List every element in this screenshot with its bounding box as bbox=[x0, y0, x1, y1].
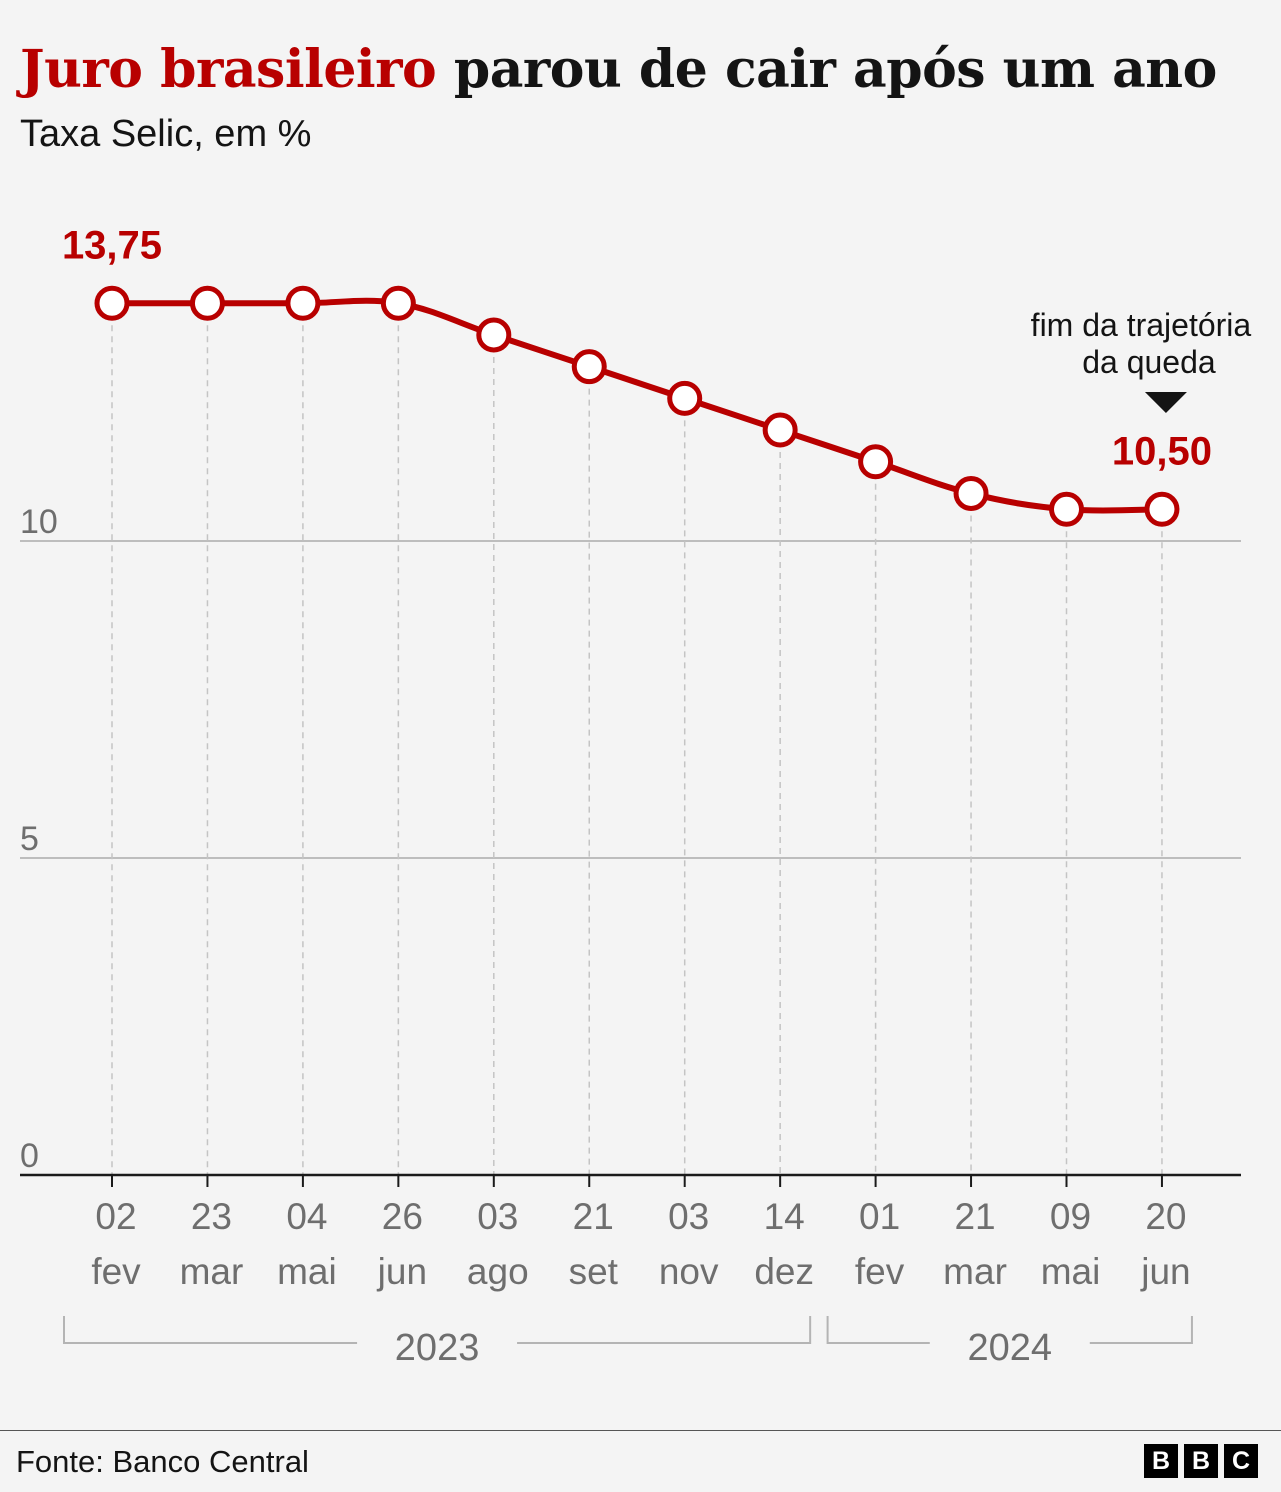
x-tick-label-day: 21 bbox=[573, 1196, 614, 1237]
x-tick-label-month: dez bbox=[754, 1251, 814, 1292]
data-point bbox=[189, 285, 225, 321]
footer-divider bbox=[0, 1430, 1281, 1431]
year-bracket: 2023 bbox=[63, 1316, 812, 1369]
bbc-logo: B B C bbox=[1144, 1444, 1258, 1478]
source-note: Fonte: Banco Central bbox=[16, 1444, 309, 1479]
chart-title-highlight: Juro brasileiro bbox=[20, 39, 437, 100]
x-tick-label-month: mar bbox=[180, 1251, 244, 1292]
series-line bbox=[112, 297, 1162, 514]
annotation-text: fim da trajetória bbox=[1031, 307, 1252, 343]
x-tick-label-day: 20 bbox=[1145, 1196, 1186, 1237]
bbc-logo-letter: B bbox=[1184, 1444, 1218, 1478]
year-bracket-line bbox=[517, 1316, 812, 1344]
x-tick-label-day: 02 bbox=[95, 1196, 136, 1237]
data-point bbox=[94, 285, 130, 321]
data-point bbox=[380, 285, 416, 321]
x-tick-label-day: 03 bbox=[668, 1196, 709, 1237]
year-bracket-line bbox=[1089, 1316, 1193, 1344]
data-point bbox=[858, 444, 894, 480]
year-label: 2024 bbox=[968, 1327, 1053, 1369]
year-bracket: 2024 bbox=[826, 1316, 1193, 1369]
x-tick-label-month: fev bbox=[855, 1251, 905, 1292]
chart-title-rest: parou de cair após um ano bbox=[436, 39, 1217, 100]
x-tick-label-day: 21 bbox=[954, 1196, 995, 1237]
data-point bbox=[953, 475, 989, 511]
x-tick-label-month: mar bbox=[943, 1251, 1007, 1292]
x-tick-label-month: nov bbox=[659, 1251, 719, 1292]
x-tick-label-month: mai bbox=[277, 1251, 337, 1292]
data-point bbox=[571, 349, 607, 385]
x-tick-label-month: set bbox=[569, 1251, 619, 1292]
data-point bbox=[667, 380, 703, 416]
y-tick-label: 10 bbox=[20, 503, 58, 541]
chart-subtitle: Taxa Selic, em % bbox=[20, 113, 312, 155]
year-label: 2023 bbox=[395, 1327, 480, 1369]
x-tick-label-month: jun bbox=[1140, 1251, 1190, 1292]
data-point bbox=[476, 317, 512, 353]
data-point bbox=[762, 412, 798, 448]
year-bracket-line bbox=[63, 1316, 358, 1344]
x-tick-label-month: fev bbox=[91, 1251, 141, 1292]
chart-title: Juro brasileiro parou de cair após um an… bbox=[20, 34, 1217, 106]
data-label: 13,75 bbox=[62, 223, 162, 267]
data-point bbox=[1144, 491, 1180, 527]
x-tick-label-day: 23 bbox=[191, 1196, 232, 1237]
annotation-arrow-icon bbox=[1144, 392, 1187, 413]
line-chart: 0 5 10 02 fev 23 mar 04 mai 26 jun 03 ago 21 set 03 nov 1… bbox=[20, 223, 1252, 1369]
x-tick-label-month: ago bbox=[467, 1251, 529, 1292]
x-tick-label-day: 09 bbox=[1050, 1196, 1091, 1237]
x-tick-label-day: 26 bbox=[382, 1196, 423, 1237]
x-tick-label-month: mai bbox=[1041, 1251, 1101, 1292]
x-tick-label-day: 14 bbox=[764, 1196, 805, 1237]
data-point bbox=[285, 285, 321, 321]
data-label: 10,50 bbox=[1112, 429, 1212, 473]
bbc-logo-letter: C bbox=[1224, 1444, 1258, 1478]
x-tick-label-day: 04 bbox=[286, 1196, 327, 1237]
x-tick-label-month: jun bbox=[377, 1251, 427, 1292]
y-tick-label: 0 bbox=[20, 1137, 39, 1175]
x-tick-label-day: 03 bbox=[477, 1196, 518, 1237]
annotation-text: da queda bbox=[1082, 344, 1216, 380]
y-tick-label: 5 bbox=[20, 820, 39, 858]
bbc-logo-letter: B bbox=[1144, 1444, 1178, 1478]
data-point bbox=[1049, 491, 1084, 527]
x-tick-label-day: 01 bbox=[859, 1196, 900, 1237]
year-bracket-line bbox=[826, 1316, 930, 1344]
